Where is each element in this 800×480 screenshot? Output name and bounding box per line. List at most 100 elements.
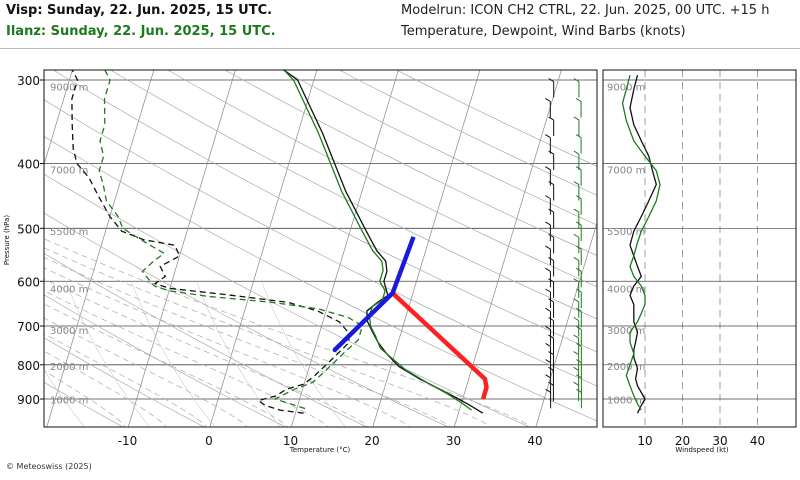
wind-barb bbox=[548, 381, 554, 402]
barb-flag bbox=[573, 116, 580, 121]
wind-barb bbox=[573, 366, 580, 387]
dry-adiabat bbox=[167, 70, 597, 288]
barb-flag bbox=[576, 288, 582, 293]
wind-barb bbox=[545, 134, 551, 154]
station2-title: Ilanz: Sunday, 22. Jun. 2025, 15 UTC. bbox=[6, 24, 276, 39]
wind-barb bbox=[573, 116, 580, 137]
wind-barb bbox=[573, 78, 580, 98]
moist-adiabat bbox=[44, 278, 370, 427]
barb-flag bbox=[548, 78, 554, 82]
wind-barb bbox=[545, 221, 551, 241]
isotherm-0 bbox=[209, 70, 318, 427]
dry-adiabat bbox=[44, 99, 597, 387]
wind-altitude-label: 7000 m bbox=[607, 165, 645, 176]
x-tick-label: -10 bbox=[118, 434, 138, 448]
barb-flag bbox=[575, 267, 582, 272]
wind-barb bbox=[545, 245, 551, 266]
isotherm-20 bbox=[372, 70, 481, 427]
wind-tick-label: 30 bbox=[712, 434, 727, 448]
wind-barb bbox=[576, 343, 582, 363]
barb-flag bbox=[576, 307, 582, 312]
y-tick-label: 800 bbox=[17, 359, 40, 373]
wind-barb bbox=[576, 388, 582, 409]
y-tick-label: 700 bbox=[17, 320, 40, 334]
hodo-red bbox=[391, 291, 489, 400]
dry-adiabat bbox=[44, 381, 124, 427]
temperature-ilanz bbox=[283, 70, 472, 411]
wind-barb bbox=[573, 278, 580, 298]
altitude-label: 3000 m bbox=[50, 326, 88, 337]
wind-barb bbox=[548, 116, 555, 137]
barb-flag bbox=[545, 195, 551, 200]
hodo-blue bbox=[332, 236, 416, 353]
wind-barb bbox=[545, 388, 552, 409]
dry-adiabat bbox=[395, 70, 597, 167]
barb-flag bbox=[573, 351, 579, 356]
barb-flag bbox=[548, 208, 554, 213]
barb-flag bbox=[576, 325, 582, 330]
dewpoint-visp bbox=[71, 70, 350, 414]
station1-title: Visp: Sunday, 22. Jun. 2025, 15 UTC. bbox=[6, 3, 273, 18]
wind-barb bbox=[573, 181, 580, 201]
moist-adiabat bbox=[44, 267, 410, 427]
barb-flag bbox=[545, 307, 551, 312]
dry-adiabat bbox=[44, 136, 597, 422]
dewpoint-ilanz bbox=[98, 70, 364, 410]
isotherm-40 bbox=[535, 221, 597, 427]
wind-tick-label: 10 bbox=[637, 434, 652, 448]
barb-flag bbox=[545, 134, 551, 138]
barb-flag bbox=[548, 256, 554, 261]
wind-barb bbox=[573, 298, 580, 318]
barb-flag bbox=[573, 181, 580, 185]
wind-barb bbox=[548, 278, 555, 298]
wind-barb bbox=[575, 134, 582, 154]
wind-barb bbox=[545, 307, 551, 328]
wind-barb bbox=[545, 359, 552, 379]
barb-flag bbox=[548, 366, 554, 371]
barb-flag bbox=[573, 150, 580, 155]
barb-flag bbox=[548, 233, 554, 238]
barb-flag bbox=[548, 317, 554, 321]
wind-barb bbox=[573, 334, 580, 355]
wind-altitude-label: 1000 m bbox=[607, 396, 645, 407]
isotherm-10 bbox=[290, 70, 399, 427]
wind-barb bbox=[548, 208, 555, 229]
dry-adiabat bbox=[281, 70, 597, 226]
x-tick-label: 40 bbox=[527, 434, 542, 448]
x-tick-label: 10 bbox=[283, 434, 298, 448]
barb-flag bbox=[545, 288, 551, 293]
wind-barb bbox=[573, 381, 580, 402]
wind-barb bbox=[576, 307, 582, 328]
dry-adiabat bbox=[224, 70, 597, 256]
wind-barb bbox=[573, 233, 580, 254]
barb-flag bbox=[545, 388, 551, 393]
altitude-label: 5500 m bbox=[50, 227, 88, 238]
wind-tick-label: 20 bbox=[675, 434, 690, 448]
moist-adiabat bbox=[44, 247, 492, 427]
wind-barb bbox=[548, 366, 554, 387]
windspeed-ilanz bbox=[621, 74, 661, 411]
barb-flag bbox=[545, 166, 551, 171]
x-tick-label: 20 bbox=[364, 434, 379, 448]
altitude-label: 4000 m bbox=[50, 284, 88, 295]
barb-flag bbox=[548, 351, 554, 356]
modelrun-title: Modelrun: ICON CH2 CTRL, 22. Jun. 2025, … bbox=[401, 3, 770, 18]
mixing-ratio bbox=[261, 281, 346, 427]
wind-barb bbox=[575, 221, 582, 241]
dry-adiabat bbox=[44, 294, 287, 427]
barb-flag bbox=[573, 366, 579, 371]
barb-flag bbox=[548, 181, 554, 185]
barb-flag bbox=[548, 334, 554, 339]
moist-adiabat bbox=[44, 317, 248, 427]
wind-axis-label: Windspeed (kt) bbox=[675, 446, 728, 454]
wind-barb bbox=[576, 374, 582, 394]
barb-flag bbox=[573, 256, 580, 261]
y-tick-label: 600 bbox=[17, 275, 40, 289]
barb-flag bbox=[573, 208, 580, 213]
barb-flag bbox=[545, 374, 551, 379]
sounding-chart: 9000 m 7000 m 5500 m 4000 m 3000 m 2000 m 1000… bbox=[3, 69, 797, 454]
wind-barb bbox=[548, 298, 555, 318]
barb-flag bbox=[545, 325, 551, 330]
wind-barb bbox=[545, 195, 551, 215]
barb-flag bbox=[548, 298, 554, 303]
